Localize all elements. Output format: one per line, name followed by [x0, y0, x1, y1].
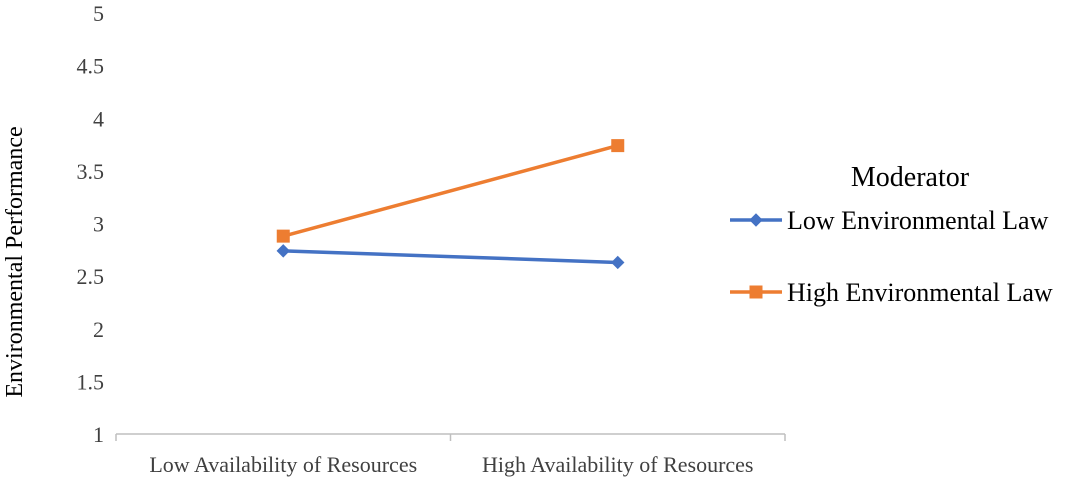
- legend-label: Low Environmental Law: [787, 206, 1049, 235]
- y-tick-label: 3.5: [77, 159, 105, 184]
- y-tick-label: 3: [93, 212, 104, 237]
- y-tick-label: 4: [93, 106, 104, 131]
- y-tick-label: 1.5: [77, 369, 105, 394]
- series-layer: [276, 139, 625, 270]
- x-axis: Low Availability of Resources High Availa…: [115, 433, 786, 477]
- y-tick-label: 4.5: [77, 54, 105, 79]
- legend-marker: [749, 285, 763, 299]
- data-point: [611, 255, 625, 270]
- legend: Moderator Low Environmental Law High Envi…: [730, 162, 1053, 307]
- legend-marker: [749, 213, 763, 227]
- y-tick-label: 1: [93, 422, 104, 447]
- x-tick-label: Low Availability of Resources: [149, 452, 417, 477]
- legend-title: Moderator: [851, 162, 970, 193]
- data-point: [611, 139, 625, 153]
- y-tick-label: 2: [93, 317, 104, 342]
- y-tick-label: 2.5: [77, 264, 105, 289]
- data-point: [276, 244, 290, 258]
- y-tick-label: 5: [93, 1, 104, 26]
- y-axis-title: Environmental Performance: [2, 126, 28, 397]
- data-point: [276, 229, 290, 243]
- series-line-1: [283, 249, 618, 265]
- legend-label: High Environmental Law: [787, 278, 1053, 307]
- y-axis: 1 1.5 2 2.5 3 3.5 4 4.5 5: [77, 1, 105, 447]
- x-tick-label: High Availability of Resources: [482, 452, 754, 477]
- series-line-2: [282, 143, 619, 238]
